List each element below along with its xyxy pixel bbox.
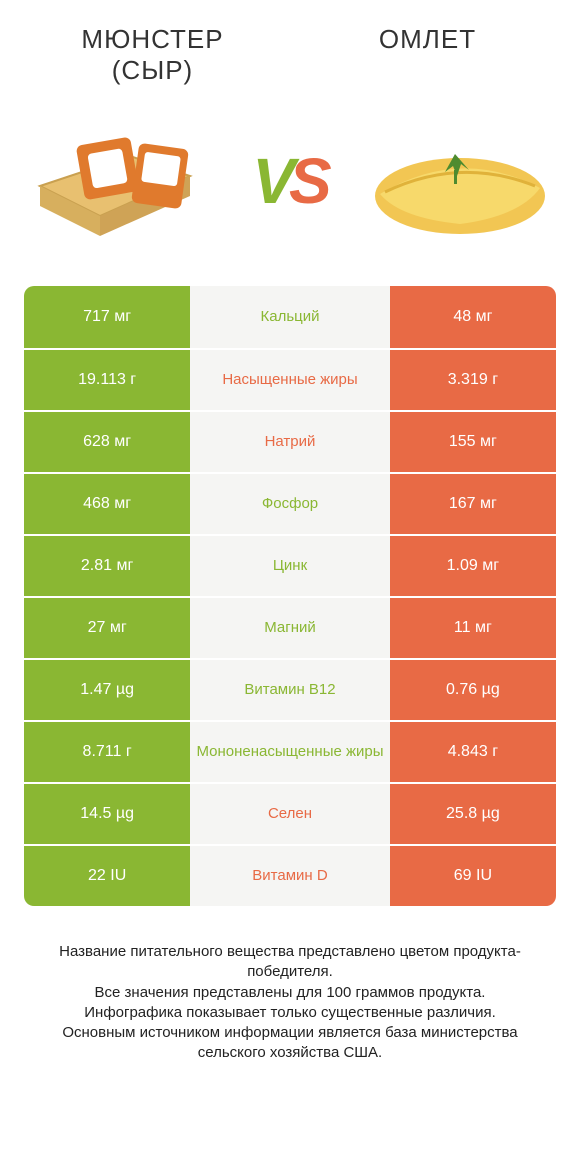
table-row: 14.5 µgСелен25.8 µg	[24, 782, 556, 844]
food-left-image	[20, 106, 220, 256]
title-left-line2: (СЫР)	[40, 55, 265, 86]
cell-left-value: 19.113 г	[24, 350, 190, 410]
title-right: ОМЛЕТ	[315, 24, 540, 86]
hero-row: V S	[0, 86, 580, 286]
vs-label: V S	[252, 149, 327, 213]
cell-left-value: 8.711 г	[24, 722, 190, 782]
footnote-line: Название питательного вещества представл…	[28, 942, 552, 983]
table-row: 628 мгНатрий155 мг	[24, 410, 556, 472]
table-row: 27 мгМагний11 мг	[24, 596, 556, 658]
cell-right-value: 4.843 г	[390, 722, 556, 782]
cell-right-value: 69 IU	[390, 846, 556, 906]
title-right-text: ОМЛЕТ	[379, 24, 476, 54]
cheese-icon	[20, 106, 220, 256]
table-row: 1.47 µgВитамин B120.76 µg	[24, 658, 556, 720]
vs-s: S	[289, 149, 328, 213]
food-right-image	[360, 106, 560, 256]
cell-right-value: 3.319 г	[390, 350, 556, 410]
cell-right-value: 48 мг	[390, 286, 556, 348]
cell-nutrient-label: Витамин D	[190, 846, 390, 906]
table-row: 717 мгКальций48 мг	[24, 286, 556, 348]
cell-nutrient-label: Натрий	[190, 412, 390, 472]
omelette-icon	[360, 106, 560, 256]
cell-nutrient-label: Цинк	[190, 536, 390, 596]
cell-right-value: 0.76 µg	[390, 660, 556, 720]
cell-right-value: 167 мг	[390, 474, 556, 534]
vs-v: V	[252, 149, 291, 213]
cell-right-value: 11 мг	[390, 598, 556, 658]
table-row: 468 мгФосфор167 мг	[24, 472, 556, 534]
cell-left-value: 468 мг	[24, 474, 190, 534]
footnote-line: Основным источником информации является …	[28, 1023, 552, 1064]
table-row: 22 IUВитамин D69 IU	[24, 844, 556, 906]
cell-nutrient-label: Магний	[190, 598, 390, 658]
cell-left-value: 717 мг	[24, 286, 190, 348]
cell-nutrient-label: Насыщенные жиры	[190, 350, 390, 410]
footnote-line: Инфографика показывает только существенн…	[28, 1003, 552, 1023]
cell-nutrient-label: Витамин B12	[190, 660, 390, 720]
cell-nutrient-label: Фосфор	[190, 474, 390, 534]
table-row: 8.711 гМононенасыщенные жиры4.843 г	[24, 720, 556, 782]
title-left: МЮНСТЕР (СЫР)	[40, 24, 265, 86]
footnote-line: Все значения представлены для 100 граммо…	[28, 983, 552, 1003]
cell-left-value: 2.81 мг	[24, 536, 190, 596]
cell-nutrient-label: Кальций	[190, 286, 390, 348]
cell-left-value: 27 мг	[24, 598, 190, 658]
table-row: 2.81 мгЦинк1.09 мг	[24, 534, 556, 596]
cell-left-value: 14.5 µg	[24, 784, 190, 844]
title-left-line1: МЮНСТЕР	[81, 24, 223, 54]
cell-left-value: 22 IU	[24, 846, 190, 906]
footnotes: Название питательного вещества представл…	[0, 942, 580, 1064]
cell-left-value: 628 мг	[24, 412, 190, 472]
cell-right-value: 155 мг	[390, 412, 556, 472]
infographic-root: МЮНСТЕР (СЫР) ОМЛЕТ V	[0, 0, 580, 1174]
cell-left-value: 1.47 µg	[24, 660, 190, 720]
table-row: 19.113 гНасыщенные жиры3.319 г	[24, 348, 556, 410]
cell-nutrient-label: Селен	[190, 784, 390, 844]
cell-nutrient-label: Мононенасыщенные жиры	[190, 722, 390, 782]
comparison-table: 717 мгКальций48 мг19.113 гНасыщенные жир…	[24, 286, 556, 906]
titles-row: МЮНСТЕР (СЫР) ОМЛЕТ	[0, 0, 580, 86]
cell-right-value: 1.09 мг	[390, 536, 556, 596]
cell-right-value: 25.8 µg	[390, 784, 556, 844]
